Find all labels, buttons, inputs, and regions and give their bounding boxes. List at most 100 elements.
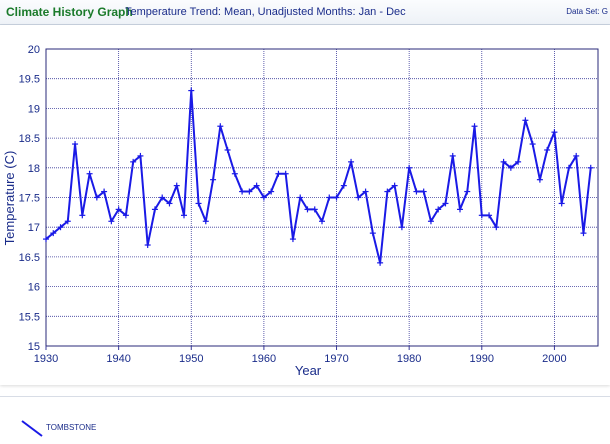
- app-title: Climate History Graph: [6, 5, 133, 19]
- data-point: [464, 188, 471, 195]
- x-tick-label: 1980: [397, 353, 421, 365]
- data-point: [253, 182, 260, 189]
- data-point: [427, 218, 434, 225]
- data-point: [50, 230, 57, 237]
- series-line-tombstone: [45, 89, 592, 264]
- data-point: [151, 206, 158, 213]
- data-point: [457, 206, 463, 213]
- data-point: [159, 194, 166, 201]
- data-point: [122, 212, 129, 219]
- chart-ticks: 15 15.5 16 16.5 17 17.5 18 18.5 19 19.5 20 1930 1940…: [19, 44, 567, 365]
- y-tick-label: 17.5: [19, 193, 40, 205]
- chart-axes: [45, 48, 599, 347]
- data-point: [260, 194, 267, 201]
- x-tick-label: 1950: [179, 353, 203, 365]
- data-point: [500, 158, 507, 165]
- data-point: [115, 206, 122, 213]
- title-bar: Climate History Graph Temperature Trend:…: [0, 0, 610, 25]
- y-tick-label: 15.5: [19, 311, 40, 323]
- data-point: [536, 176, 543, 183]
- x-tick-label: 2000: [542, 353, 566, 365]
- data-point: [478, 212, 485, 219]
- data-point: [333, 194, 340, 201]
- data-point: [471, 123, 478, 130]
- data-point: [326, 194, 333, 201]
- plot-frame: [45, 48, 599, 347]
- data-point: [231, 170, 238, 177]
- y-tick-label: 18: [28, 163, 40, 175]
- data-point: [565, 164, 572, 171]
- x-tick-label: 1960: [252, 353, 276, 365]
- data-point: [64, 218, 71, 225]
- data-point: [369, 230, 376, 237]
- chart-subtitle: Temperature Trend: Mean, Unadjusted Mont…: [125, 6, 406, 18]
- data-point: [79, 212, 86, 219]
- data-point: [188, 87, 195, 94]
- data-point: [93, 194, 100, 201]
- data-point: [130, 158, 137, 165]
- data-point: [398, 224, 405, 231]
- data-point: [587, 164, 594, 171]
- legend-panel: [0, 396, 610, 444]
- data-point: [275, 170, 282, 177]
- data-point: [173, 182, 180, 189]
- data-point: [435, 206, 442, 213]
- data-point: [304, 206, 311, 213]
- y-tick-label: 16: [28, 282, 40, 294]
- data-point: [449, 152, 456, 159]
- chart-panel: 15 15.5 16 16.5 17 17.5 18 18.5 19 19.5 20 1930 1940…: [0, 25, 610, 385]
- y-tick-label: 20: [28, 44, 40, 56]
- x-tick-label: 1990: [470, 353, 494, 365]
- data-point: [246, 188, 253, 195]
- data-point: [580, 230, 587, 237]
- x-tick-label: 1940: [106, 353, 130, 365]
- data-point: [442, 200, 449, 207]
- data-point: [166, 200, 173, 207]
- data-point: [239, 188, 246, 195]
- data-point: [311, 206, 318, 213]
- data-point: [529, 141, 536, 148]
- data-point: [515, 158, 522, 165]
- x-tick-label: 1970: [324, 353, 348, 365]
- data-point: [486, 212, 493, 219]
- data-point: [391, 182, 398, 189]
- data-point: [348, 158, 355, 165]
- legend-swatch: [21, 420, 43, 437]
- y-tick-label: 18.5: [19, 133, 40, 145]
- legend-label-tombstone: TOMBSTONE: [46, 423, 97, 432]
- y-tick-label: 15: [28, 341, 40, 353]
- data-point: [108, 218, 115, 225]
- data-point: [558, 200, 565, 207]
- series-group: [43, 87, 594, 266]
- data-point: [406, 164, 413, 171]
- data-point: [224, 146, 231, 153]
- data-point: [297, 194, 304, 201]
- data-point: [551, 129, 558, 136]
- data-point: [195, 200, 202, 207]
- data-point: [413, 188, 420, 195]
- data-point: [72, 141, 79, 148]
- data-point: [137, 152, 144, 159]
- data-point: [573, 152, 580, 159]
- data-point: [282, 170, 289, 177]
- data-point: [544, 146, 551, 153]
- y-axis-label: Temperature (C): [2, 151, 17, 246]
- temperature-chart: 15 15.5 16 16.5 17 17.5 18 18.5 19 19.5 20 1930 1940…: [2, 44, 599, 378]
- x-axis-label: Year: [295, 363, 322, 378]
- data-point: [86, 170, 93, 177]
- data-point: [377, 259, 384, 266]
- y-tick-label: 19: [28, 103, 40, 115]
- y-tick-label: 17: [28, 222, 40, 234]
- data-point: [57, 224, 64, 231]
- data-point: [144, 242, 151, 249]
- data-point: [210, 176, 217, 183]
- y-tick-label: 16.5: [19, 252, 40, 264]
- data-point: [507, 164, 514, 171]
- data-point: [181, 212, 187, 219]
- data-point: [522, 117, 529, 124]
- y-tick-label: 19.5: [19, 74, 40, 86]
- data-point: [101, 188, 108, 195]
- data-point: [493, 224, 500, 231]
- data-point: [202, 218, 209, 225]
- data-point: [362, 188, 369, 195]
